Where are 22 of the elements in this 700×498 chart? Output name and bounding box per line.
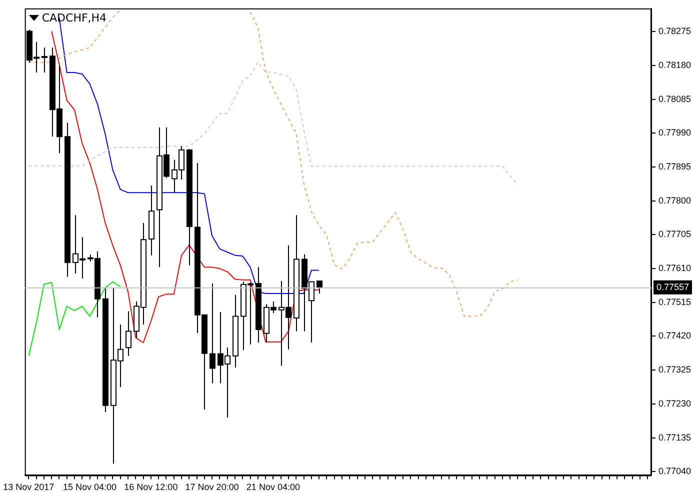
y-tick-label: 0.77515: [658, 296, 692, 307]
x-tick-label: 17 Nov 20:00: [185, 482, 239, 492]
y-tick-label: 0.77230: [658, 398, 692, 408]
y-tick-label: 0.77420: [658, 330, 692, 341]
y-tick-label: 0.77705: [658, 229, 692, 240]
ref-line-label: 0.77557: [656, 282, 690, 292]
y-tick-label: 0.77040: [658, 466, 692, 476]
line-series: [28, 62, 518, 186]
x-tick-label: 13 Nov 2017: [3, 482, 54, 492]
y-tick-label: 0.77800: [658, 195, 692, 206]
y-tick-label: 0.77325: [658, 364, 692, 375]
x-tick-label: 15 Nov 04:00: [63, 482, 117, 492]
y-tick-label: 0.78085: [658, 94, 692, 104]
y-tick-label: 0.77610: [658, 263, 692, 274]
y-tick-label: 0.78180: [658, 60, 692, 70]
y-tick-label: 0.77895: [658, 161, 692, 172]
y-tick-label: 0.78275: [658, 26, 692, 36]
y-tick-label: 0.77990: [658, 128, 692, 138]
x-tick-label: 21 Nov 04:00: [246, 482, 300, 492]
chart-title: CADCHF,H4: [42, 11, 107, 24]
y-tick-label: 0.77135: [658, 432, 692, 442]
x-tick-label: 16 Nov 12:00: [124, 482, 178, 492]
